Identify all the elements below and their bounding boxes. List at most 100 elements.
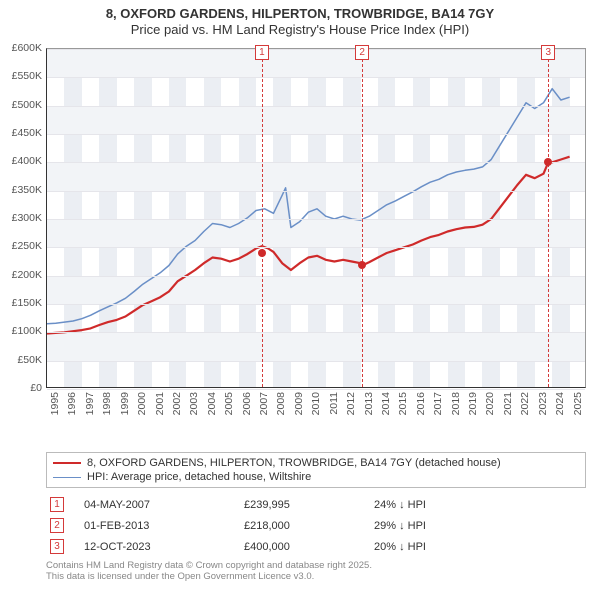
x-axis-label: 2019 [467,392,479,415]
legend-row-hpi: HPI: Average price, detached house, Wilt… [53,470,579,484]
x-axis-label: 2021 [502,392,514,415]
y-axis-label: £250K [2,240,42,252]
sales-table: 1 04-MAY-2007£239,99524% ↓ HPI 2 01-FEB-201… [46,494,586,557]
x-axis-label: 2007 [258,392,270,415]
x-axis-label: 2010 [310,392,322,415]
sale-date: 01-FEB-2013 [84,520,244,532]
gridline-h [47,219,585,220]
x-axis-label: 2012 [345,392,357,415]
sale-price: £400,000 [244,541,374,553]
sale-dot [358,261,366,269]
sale-marker-line [362,49,363,387]
legend-label: HPI: Average price, detached house, Wilt… [87,471,311,483]
x-axis-label: 2025 [572,392,584,415]
x-axis-label: 2006 [241,392,253,415]
gridline-h [47,191,585,192]
gridline-h [47,134,585,135]
sale-delta: 20% ↓ HPI [374,541,586,553]
title-line1: 8, OXFORD GARDENS, HILPERTON, TROWBRIDGE… [0,6,600,21]
y-axis-label: £350K [2,184,42,196]
x-axis-label: 2017 [432,392,444,415]
sale-delta: 24% ↓ HPI [374,499,586,511]
sale-row: 1 04-MAY-2007£239,99524% ↓ HPI [46,494,586,515]
sale-marker-box: 1 [255,45,269,60]
x-axis-label: 2013 [363,392,375,415]
sale-marker-line [548,49,549,387]
x-axis-label: 2001 [154,392,166,415]
sale-price: £218,000 [244,520,374,532]
y-axis-label: £600K [2,42,42,54]
legend-swatch [53,462,81,464]
x-axis-label: 1999 [119,392,131,415]
footer: Contains HM Land Registry data © Crown c… [46,560,372,583]
sale-row: 2 01-FEB-2013£218,00029% ↓ HPI [46,515,586,536]
y-axis-label: £500K [2,99,42,111]
sale-idx-box: 3 [50,539,64,554]
y-axis-label: £0 [2,382,42,394]
plot-region: 1 2 3 [46,48,586,388]
gridline-h [47,304,585,305]
x-axis-label: 2000 [136,392,148,415]
sale-date: 12-OCT-2023 [84,541,244,553]
x-axis-label: 1996 [66,392,78,415]
x-axis-label: 1998 [101,392,113,415]
gridline-h [47,361,585,362]
y-axis-label: £300K [2,212,42,224]
sale-dot [544,158,552,166]
sale-marker-box: 3 [541,45,555,60]
series-price_paid [47,157,570,334]
x-axis-label: 2002 [171,392,183,415]
sale-idx-box: 1 [50,497,64,512]
gridline-h [47,49,585,50]
y-axis-label: £100K [2,325,42,337]
sale-date: 04-MAY-2007 [84,499,244,511]
y-axis-label: £200K [2,269,42,281]
x-axis-label: 2016 [415,392,427,415]
y-axis-label: £150K [2,297,42,309]
gridline-h [47,276,585,277]
footer-line: This data is licensed under the Open Gov… [46,571,372,582]
legend-row-price-paid: 8, OXFORD GARDENS, HILPERTON, TROWBRIDGE… [53,456,579,470]
gridline-h [47,77,585,78]
gridline-h [47,162,585,163]
gridline-h [47,247,585,248]
gridline-h [47,106,585,107]
y-axis-label: £550K [2,70,42,82]
x-axis-label: 2008 [275,392,287,415]
chart-container: 8, OXFORD GARDENS, HILPERTON, TROWBRIDGE… [0,0,600,590]
x-axis-label: 2003 [188,392,200,415]
x-axis-label: 2015 [397,392,409,415]
legend-swatch [53,477,81,478]
y-axis-label: £450K [2,127,42,139]
x-axis-label: 2011 [328,392,340,415]
footer-line: Contains HM Land Registry data © Crown c… [46,560,372,571]
x-axis-label: 2005 [223,392,235,415]
sale-price: £239,995 [244,499,374,511]
title-block: 8, OXFORD GARDENS, HILPERTON, TROWBRIDGE… [0,0,600,37]
x-axis-label: 2020 [484,392,496,415]
legend-label: 8, OXFORD GARDENS, HILPERTON, TROWBRIDGE… [87,457,501,469]
y-axis-label: £50K [2,354,42,366]
x-axis-label: 2023 [537,392,549,415]
title-line2: Price paid vs. HM Land Registry's House … [0,22,600,37]
x-axis-label: 2014 [380,392,392,415]
x-axis-label: 2024 [554,392,566,415]
sale-idx-box: 2 [50,518,64,533]
x-axis-label: 2009 [293,392,305,415]
x-axis-label: 2004 [206,392,218,415]
series-hpi [47,89,570,324]
sale-row: 3 12-OCT-2023£400,00020% ↓ HPI [46,536,586,557]
sale-marker-box: 2 [355,45,369,60]
gridline-h [47,389,585,390]
sale-marker-line [262,49,263,387]
legend: 8, OXFORD GARDENS, HILPERTON, TROWBRIDGE… [46,452,586,488]
chart-area: 123 £0£50K£100K£150K£200K£250K£300K£350K… [46,48,586,418]
sale-delta: 29% ↓ HPI [374,520,586,532]
y-axis-label: £400K [2,155,42,167]
sale-dot [258,249,266,257]
x-axis-label: 1997 [84,392,96,415]
gridline-h [47,332,585,333]
x-axis-label: 1995 [49,392,61,415]
x-axis-label: 2018 [450,392,462,415]
x-axis-label: 2022 [519,392,531,415]
